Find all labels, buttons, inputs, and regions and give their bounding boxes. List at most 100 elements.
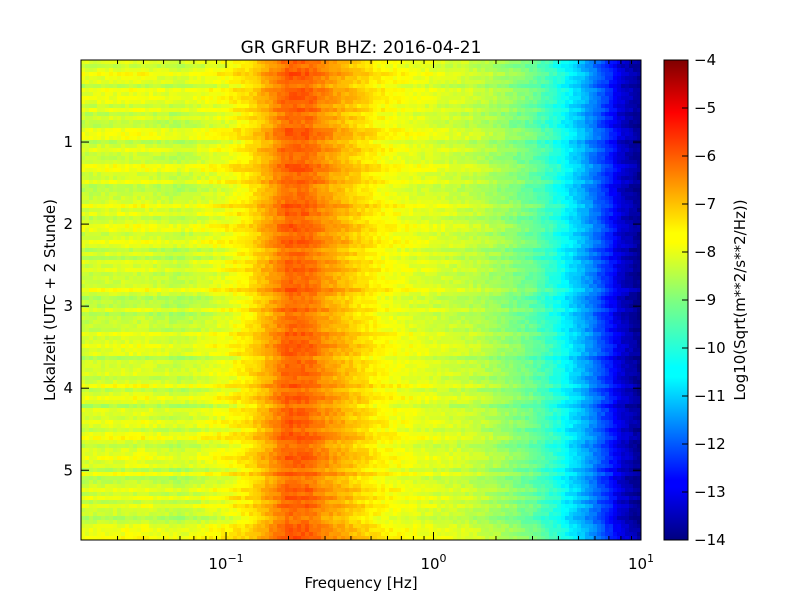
heatmap-cell bbox=[337, 92, 342, 97]
heatmap-cell bbox=[533, 108, 538, 113]
heatmap-cell bbox=[473, 128, 478, 133]
heatmap-cell bbox=[441, 76, 446, 81]
heatmap-cell bbox=[449, 76, 454, 81]
heatmap-cell bbox=[233, 60, 238, 65]
heatmap-cell bbox=[609, 80, 614, 85]
heatmap-cell bbox=[237, 68, 242, 73]
heatmap-cell bbox=[201, 120, 206, 125]
heatmap-cell bbox=[521, 64, 526, 69]
heatmap-cell bbox=[345, 88, 350, 93]
heatmap-cell bbox=[313, 76, 318, 81]
heatmap-cell bbox=[137, 136, 142, 141]
heatmap-cell bbox=[197, 124, 202, 129]
heatmap-cell bbox=[337, 120, 342, 125]
heatmap-cell bbox=[593, 152, 598, 157]
heatmap-cell bbox=[637, 176, 641, 181]
heatmap-cell bbox=[273, 116, 278, 121]
heatmap-cell bbox=[429, 184, 434, 189]
heatmap-cell bbox=[269, 180, 274, 185]
heatmap-cell bbox=[617, 152, 622, 157]
heatmap-cell bbox=[485, 148, 490, 153]
heatmap-cell bbox=[413, 200, 418, 205]
heatmap-cell bbox=[141, 128, 146, 133]
heatmap-cell bbox=[105, 180, 110, 185]
heatmap-cell bbox=[201, 192, 206, 197]
heatmap-cell bbox=[177, 140, 182, 145]
heatmap-cell bbox=[341, 80, 346, 85]
heatmap-cell bbox=[329, 188, 334, 193]
heatmap-cell bbox=[289, 176, 294, 181]
heatmap-cell bbox=[449, 148, 454, 153]
heatmap-cell bbox=[497, 120, 502, 125]
heatmap-cell bbox=[149, 172, 154, 177]
heatmap-cell bbox=[101, 68, 106, 73]
heatmap-cell bbox=[337, 140, 342, 145]
heatmap-cell bbox=[521, 68, 526, 73]
heatmap-cell bbox=[201, 200, 206, 205]
heatmap-cell bbox=[173, 160, 178, 165]
heatmap-cell bbox=[233, 184, 238, 189]
heatmap-cell bbox=[589, 132, 594, 137]
heatmap-cell bbox=[121, 176, 126, 181]
heatmap-cell bbox=[557, 124, 562, 129]
heatmap-cell bbox=[633, 156, 638, 161]
heatmap-cell bbox=[253, 200, 258, 205]
heatmap-cell bbox=[149, 116, 154, 121]
heatmap-cell bbox=[469, 192, 474, 197]
heatmap-cell bbox=[401, 168, 406, 173]
heatmap-cell bbox=[209, 124, 214, 129]
heatmap-cell bbox=[441, 160, 446, 165]
heatmap-cell bbox=[401, 68, 406, 73]
heatmap-cell bbox=[589, 172, 594, 177]
heatmap-cell bbox=[309, 76, 314, 81]
heatmap-cell bbox=[117, 136, 122, 141]
heatmap-cell bbox=[501, 152, 506, 157]
heatmap-cell bbox=[133, 192, 138, 197]
heatmap-cell bbox=[353, 88, 358, 93]
heatmap-cell bbox=[221, 148, 226, 153]
heatmap-cell bbox=[613, 136, 618, 141]
heatmap-cell bbox=[409, 112, 414, 117]
heatmap-cell bbox=[177, 172, 182, 177]
heatmap-cell bbox=[313, 124, 318, 129]
heatmap-cell bbox=[289, 140, 294, 145]
heatmap-cell bbox=[517, 168, 522, 173]
heatmap-cell bbox=[373, 72, 378, 77]
heatmap-cell bbox=[337, 148, 342, 153]
heatmap-cell bbox=[309, 188, 314, 193]
heatmap-cell bbox=[581, 168, 586, 173]
heatmap-cell bbox=[329, 60, 334, 65]
heatmap-cell bbox=[497, 136, 502, 141]
heatmap-cell bbox=[221, 132, 226, 137]
heatmap-cell bbox=[337, 76, 342, 81]
heatmap-cell bbox=[509, 80, 514, 85]
heatmap-cell bbox=[493, 116, 498, 121]
heatmap-cell bbox=[605, 80, 610, 85]
heatmap-cell bbox=[333, 88, 338, 93]
heatmap-cell bbox=[285, 152, 290, 157]
heatmap-cell bbox=[317, 88, 322, 93]
heatmap-cell bbox=[561, 68, 566, 73]
heatmap-cell bbox=[449, 160, 454, 165]
heatmap-cell bbox=[393, 68, 398, 73]
heatmap-cell bbox=[477, 128, 482, 133]
heatmap-cell bbox=[97, 128, 102, 133]
heatmap-cell bbox=[469, 132, 474, 137]
heatmap-cell bbox=[157, 116, 162, 121]
heatmap-cell bbox=[621, 164, 626, 169]
heatmap-cell bbox=[257, 112, 262, 117]
heatmap-cell bbox=[513, 192, 518, 197]
heatmap-cell bbox=[557, 196, 562, 201]
heatmap-cell bbox=[541, 124, 546, 129]
heatmap-cell bbox=[461, 88, 466, 93]
heatmap-cell bbox=[453, 140, 458, 145]
heatmap-cell bbox=[381, 112, 386, 117]
heatmap-cell bbox=[553, 140, 558, 145]
heatmap-cell bbox=[389, 188, 394, 193]
heatmap-cell bbox=[85, 148, 90, 153]
heatmap-cell bbox=[125, 76, 130, 81]
heatmap-cell bbox=[169, 144, 174, 149]
heatmap-cell bbox=[289, 68, 294, 73]
heatmap-cell bbox=[405, 172, 410, 177]
heatmap-cell bbox=[141, 172, 146, 177]
